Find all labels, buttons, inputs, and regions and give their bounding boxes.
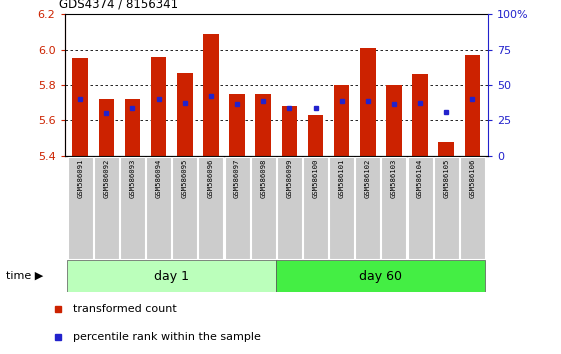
Bar — [438, 142, 454, 156]
FancyBboxPatch shape — [329, 157, 354, 259]
FancyBboxPatch shape — [407, 157, 433, 259]
FancyBboxPatch shape — [460, 157, 485, 259]
Bar — [99, 99, 114, 156]
Text: percentile rank within the sample: percentile rank within the sample — [73, 332, 261, 342]
FancyBboxPatch shape — [277, 157, 302, 259]
Bar — [412, 74, 428, 156]
Text: GSM586097: GSM586097 — [234, 159, 240, 198]
Text: GSM586103: GSM586103 — [391, 159, 397, 198]
Bar — [203, 34, 219, 156]
Text: time ▶: time ▶ — [6, 271, 43, 281]
FancyBboxPatch shape — [303, 157, 328, 259]
Bar — [255, 94, 271, 156]
Text: GSM586101: GSM586101 — [339, 159, 344, 198]
Bar — [307, 115, 323, 156]
Text: GSM586093: GSM586093 — [130, 159, 136, 198]
Text: GSM586094: GSM586094 — [155, 159, 162, 198]
FancyBboxPatch shape — [172, 157, 197, 259]
Text: day 1: day 1 — [154, 270, 189, 282]
Text: GSM586102: GSM586102 — [365, 159, 371, 198]
Text: GSM586096: GSM586096 — [208, 159, 214, 198]
FancyBboxPatch shape — [68, 157, 93, 259]
Bar — [151, 57, 167, 156]
Text: GSM586100: GSM586100 — [312, 159, 319, 198]
Text: GSM586091: GSM586091 — [77, 159, 83, 198]
FancyBboxPatch shape — [355, 157, 380, 259]
Text: GSM586105: GSM586105 — [443, 159, 449, 198]
Text: GSM586106: GSM586106 — [470, 159, 475, 198]
FancyBboxPatch shape — [276, 260, 485, 292]
Bar — [229, 94, 245, 156]
FancyBboxPatch shape — [381, 157, 407, 259]
FancyBboxPatch shape — [120, 157, 145, 259]
Bar — [72, 58, 88, 156]
FancyBboxPatch shape — [224, 157, 250, 259]
FancyBboxPatch shape — [251, 157, 276, 259]
FancyBboxPatch shape — [94, 157, 119, 259]
Bar — [386, 85, 402, 156]
FancyBboxPatch shape — [146, 157, 171, 259]
Bar — [177, 73, 192, 156]
Text: GSM586098: GSM586098 — [260, 159, 266, 198]
FancyBboxPatch shape — [199, 157, 223, 259]
Text: GSM586104: GSM586104 — [417, 159, 423, 198]
Text: GSM586095: GSM586095 — [182, 159, 188, 198]
FancyBboxPatch shape — [67, 260, 276, 292]
Bar — [282, 106, 297, 156]
Text: transformed count: transformed count — [73, 304, 177, 314]
Bar — [125, 99, 140, 156]
FancyBboxPatch shape — [434, 157, 459, 259]
Bar — [334, 85, 350, 156]
Text: day 60: day 60 — [360, 270, 402, 282]
Text: GSM586092: GSM586092 — [103, 159, 109, 198]
Text: GSM586099: GSM586099 — [286, 159, 292, 198]
Bar — [360, 48, 376, 156]
Text: GDS4374 / 8156341: GDS4374 / 8156341 — [59, 0, 178, 11]
Bar — [465, 55, 480, 156]
